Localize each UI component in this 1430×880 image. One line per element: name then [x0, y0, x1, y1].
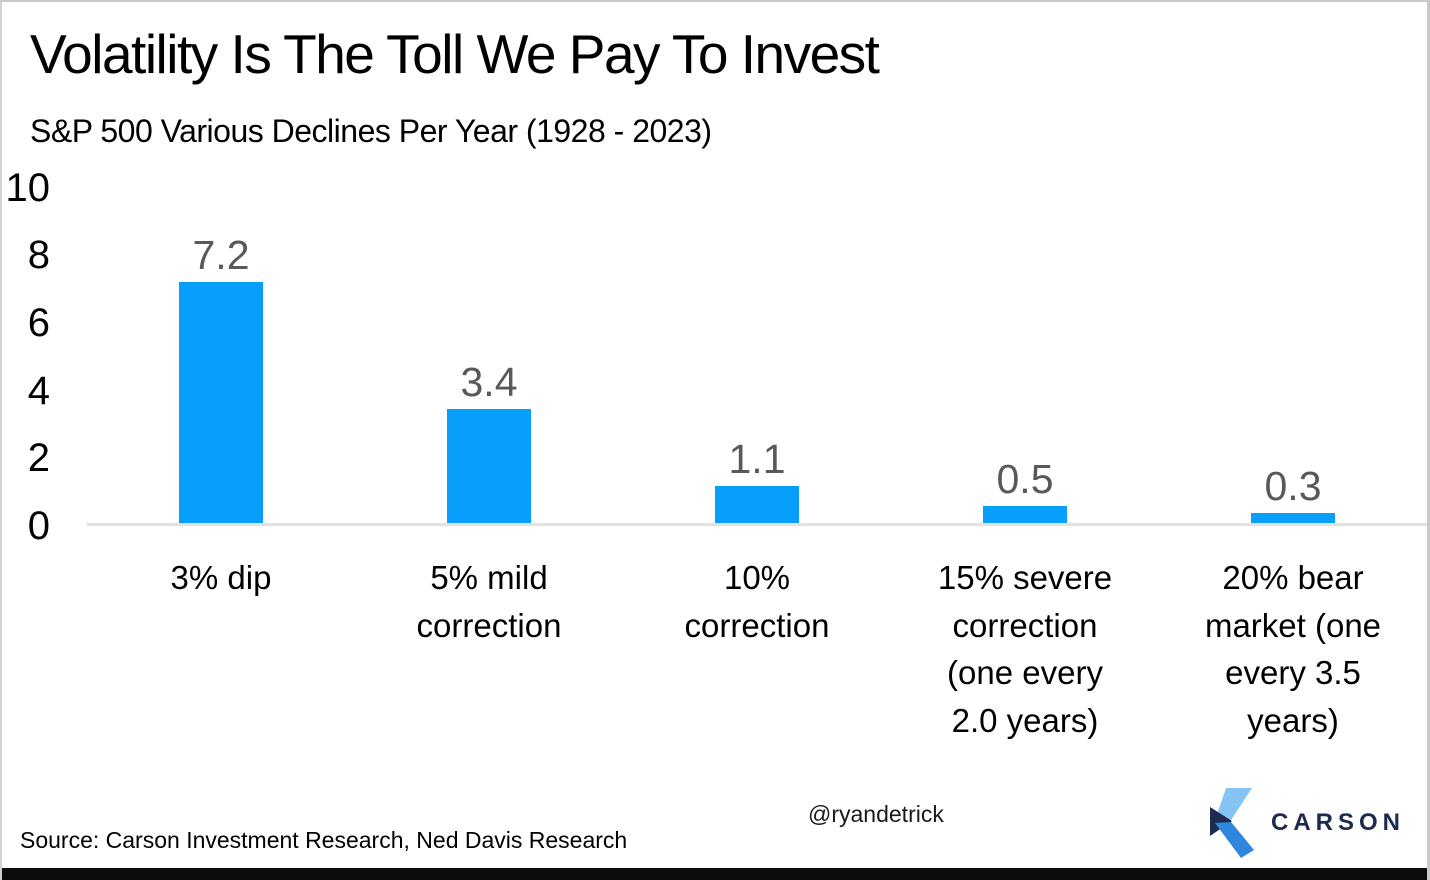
header: Volatility Is The Toll We Pay To Invest … — [2, 2, 1427, 150]
category-label: 15% severe correction (one every 2.0 yea… — [937, 558, 1113, 740]
y-axis-tick-label: 10 — [5, 165, 51, 210]
bar-value-label: 7.2 — [192, 231, 250, 278]
bar-value-label: 0.3 — [1264, 462, 1322, 509]
bar-value-label: 1.1 — [728, 435, 786, 482]
carson-logo-icon — [1209, 788, 1254, 858]
bar-2: 3.4 — [447, 361, 531, 523]
bar-5: 0.3 — [1251, 465, 1335, 523]
bar-value-label: 3.4 — [460, 358, 518, 405]
y-axis-tick-label: 6 — [27, 300, 50, 345]
bar-value-label: 0.5 — [996, 456, 1054, 502]
bottom-accent-bar — [2, 868, 1427, 880]
chart-subtitle: S&P 500 Various Declines Per Year (1928 … — [30, 112, 712, 149]
category-slot: 20% bear market (one every 3.5 years) — [1159, 554, 1427, 745]
category-axis: 3% dip 5% mild correction 10% correction 15… — [87, 554, 1427, 745]
category-slot: 3% dip — [87, 554, 355, 745]
carson-logo: CARSON — [1209, 788, 1405, 858]
category-label: 10% correction — [684, 558, 830, 644]
y-axis-tick-label: 0 — [27, 503, 50, 548]
category-slot: 15% severe correction (one every 2.0 yea… — [891, 554, 1159, 745]
category-slot: 5% mild correction — [355, 554, 623, 745]
bar-4: 0.5 — [983, 459, 1067, 523]
chart: 10 8 6 4 2 0 7.2 3.4 1.1 0.5 0.3 — [6, 168, 1427, 546]
category-label: 20% bear market (one every 3.5 years) — [1204, 558, 1382, 740]
bar-slot: 1.1 — [623, 188, 891, 523]
twitter-handle: @ryandetrick — [808, 801, 944, 827]
chart-title: Volatility Is The Toll We Pay To Invest — [30, 23, 880, 85]
y-axis: 10 8 6 4 2 0 — [6, 168, 51, 546]
y-axis-tick-label: 2 — [27, 436, 50, 481]
bar-slot: 0.5 — [891, 188, 1159, 523]
plot-area: 7.2 3.4 1.1 0.5 0.3 — [87, 188, 1427, 526]
bar-slot: 3.4 — [355, 188, 623, 523]
bar-slot: 7.2 — [87, 188, 355, 523]
source-text: Source: Carson Investment Research, Ned … — [20, 827, 628, 853]
bar-3: 1.1 — [715, 438, 799, 523]
category-slot: 10% correction — [623, 554, 891, 745]
y-axis-tick-label: 4 — [27, 368, 50, 413]
y-axis-tick-label: 8 — [27, 233, 50, 278]
bar-1: 7.2 — [179, 234, 263, 523]
bar-slot: 0.3 — [1159, 188, 1427, 523]
category-label: 5% mild correction — [416, 558, 562, 644]
brand-name: CARSON — [1270, 809, 1405, 836]
category-label: 3% dip — [170, 558, 272, 596]
